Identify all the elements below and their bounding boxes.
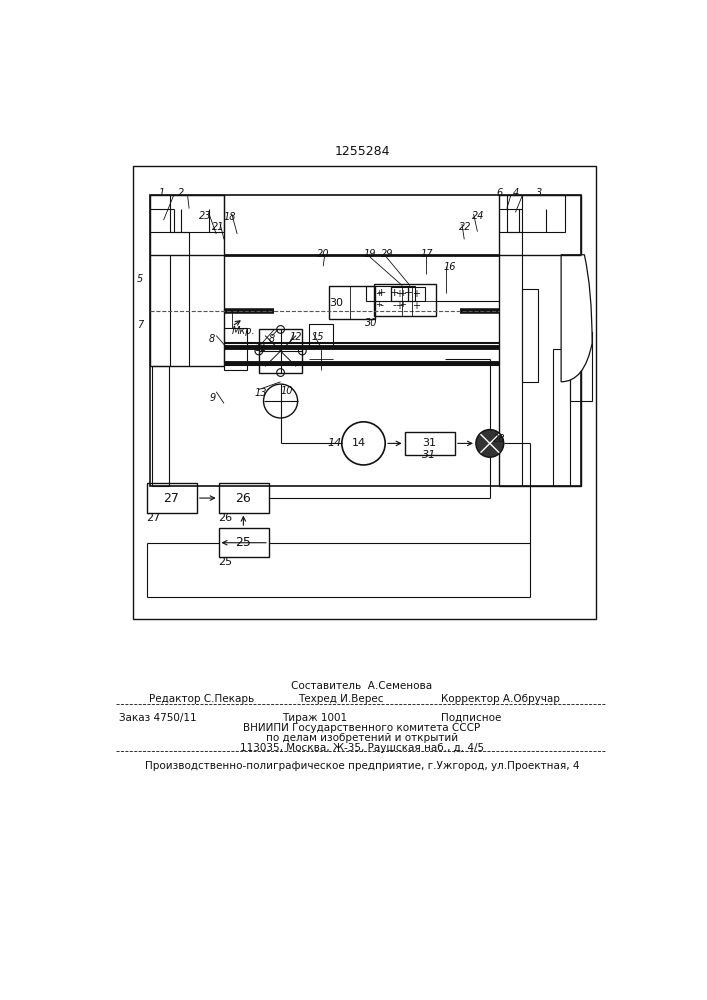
Text: 8: 8 bbox=[268, 334, 274, 344]
Bar bbox=[151, 195, 580, 486]
Text: +: + bbox=[395, 301, 403, 311]
Bar bbox=[329, 286, 375, 319]
Text: 16: 16 bbox=[443, 262, 456, 272]
Text: 25: 25 bbox=[218, 557, 233, 567]
Text: 7: 7 bbox=[137, 320, 144, 330]
Text: +: + bbox=[399, 300, 407, 309]
Text: 14: 14 bbox=[352, 438, 366, 448]
Text: +: + bbox=[399, 289, 407, 298]
Bar bbox=[224, 328, 247, 370]
Bar bbox=[373, 284, 436, 316]
Text: 21: 21 bbox=[212, 222, 225, 232]
Text: 28: 28 bbox=[493, 434, 506, 444]
Text: 14: 14 bbox=[328, 438, 342, 448]
Text: +: + bbox=[412, 289, 420, 299]
Bar bbox=[134, 166, 596, 619]
Text: 31: 31 bbox=[422, 438, 436, 448]
Text: 1255284: 1255284 bbox=[334, 145, 390, 158]
Bar bbox=[152, 366, 169, 486]
Bar bbox=[408, 287, 425, 301]
Text: 113035, Москва, Ж-35, Раушская наб., д. 4/5: 113035, Москва, Ж-35, Раушская наб., д. … bbox=[240, 743, 484, 753]
Text: +: + bbox=[390, 288, 399, 298]
Text: 30: 30 bbox=[329, 298, 344, 308]
Text: +: + bbox=[395, 289, 403, 299]
Text: 26: 26 bbox=[235, 492, 251, 505]
Text: 8: 8 bbox=[209, 334, 215, 344]
Text: Корректор А.Обручар: Корректор А.Обручар bbox=[441, 694, 560, 704]
Text: Техред И.Верес: Техред И.Верес bbox=[298, 694, 383, 704]
Bar bbox=[309, 324, 332, 347]
Text: 24: 24 bbox=[472, 211, 484, 221]
Text: +: + bbox=[375, 289, 382, 298]
Text: +: + bbox=[412, 301, 420, 311]
Bar bbox=[218, 483, 269, 513]
Bar bbox=[170, 195, 224, 232]
Text: Тираж 1001: Тираж 1001 bbox=[282, 713, 347, 723]
Text: 31: 31 bbox=[422, 450, 436, 460]
Text: 26: 26 bbox=[218, 513, 233, 523]
Bar bbox=[391, 286, 416, 301]
Text: 10: 10 bbox=[281, 386, 293, 396]
Text: 27: 27 bbox=[163, 492, 180, 505]
Text: 15: 15 bbox=[312, 332, 324, 342]
Bar bbox=[218, 528, 269, 557]
Text: 11: 11 bbox=[255, 343, 267, 353]
Text: 4: 4 bbox=[513, 188, 520, 198]
Bar bbox=[522, 289, 538, 382]
Text: 3: 3 bbox=[535, 188, 542, 198]
Text: 20: 20 bbox=[317, 249, 329, 259]
Text: 19: 19 bbox=[363, 249, 376, 259]
Bar bbox=[499, 195, 580, 486]
Text: -: - bbox=[392, 300, 397, 310]
Text: +: + bbox=[404, 288, 413, 298]
Bar bbox=[391, 287, 408, 301]
Text: Составитель  А.Семенова: Составитель А.Семенова bbox=[291, 681, 433, 691]
Text: 22: 22 bbox=[459, 222, 472, 232]
Text: Заказ 4750/11: Заказ 4750/11 bbox=[119, 713, 197, 723]
Bar bbox=[404, 432, 455, 455]
Text: -: - bbox=[380, 300, 383, 310]
Bar bbox=[571, 332, 592, 401]
PathPatch shape bbox=[561, 255, 592, 382]
Bar bbox=[507, 195, 565, 232]
Text: Редактор С.Пекарь: Редактор С.Пекарь bbox=[149, 694, 254, 704]
Text: 13: 13 bbox=[255, 388, 267, 398]
Text: 27: 27 bbox=[146, 513, 160, 523]
Text: Производственно-полиграфическое предприятие, г.Ужгород, ул.Проектная, 4: Производственно-полиграфическое предприя… bbox=[145, 761, 579, 771]
Text: 1: 1 bbox=[158, 188, 164, 198]
Text: по делам изобретений и открытий: по делам изобретений и открытий bbox=[266, 733, 458, 743]
Bar bbox=[146, 483, 197, 513]
Bar bbox=[259, 329, 303, 373]
Text: +: + bbox=[375, 300, 382, 309]
Text: 29: 29 bbox=[381, 249, 394, 259]
Bar bbox=[366, 286, 391, 301]
Text: 2: 2 bbox=[177, 188, 184, 198]
Text: ВНИИПИ Государственного комитета СССР: ВНИИПИ Государственного комитета СССР bbox=[243, 723, 481, 733]
Bar bbox=[151, 195, 224, 366]
Text: +: + bbox=[377, 288, 386, 298]
Bar bbox=[554, 349, 571, 486]
Text: 25: 25 bbox=[235, 536, 251, 549]
Text: Подписное: Подписное bbox=[441, 713, 501, 723]
Text: 12: 12 bbox=[290, 332, 303, 342]
Text: 17: 17 bbox=[420, 249, 433, 259]
Text: 5: 5 bbox=[137, 274, 144, 284]
Text: 18: 18 bbox=[224, 212, 237, 222]
Text: 9: 9 bbox=[210, 393, 216, 403]
Text: 30: 30 bbox=[365, 318, 378, 328]
Text: Мкр.: Мкр. bbox=[232, 326, 255, 336]
Text: 6: 6 bbox=[497, 188, 503, 198]
Text: 23: 23 bbox=[199, 211, 211, 221]
Circle shape bbox=[476, 430, 504, 457]
